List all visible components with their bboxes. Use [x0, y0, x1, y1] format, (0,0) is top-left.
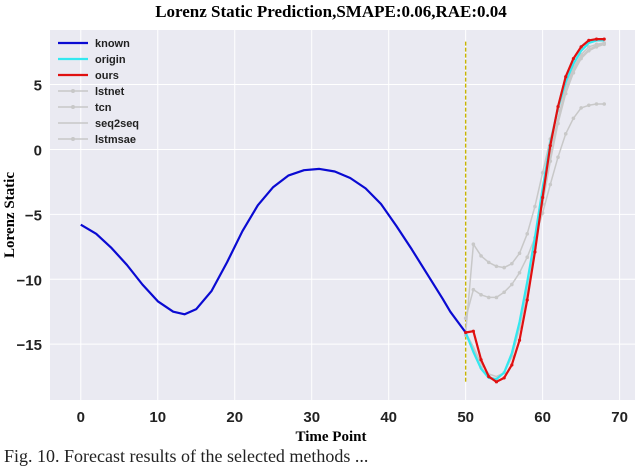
- data-point-lstmsae: [594, 45, 599, 49]
- y-tick-label: 5: [34, 78, 42, 95]
- data-point-lstmsae: [602, 42, 607, 47]
- data-point-tcn: [494, 295, 499, 300]
- x-tick-label: 30: [303, 409, 320, 426]
- data-point-lstnet: [471, 242, 476, 247]
- data-point-tcn: [525, 255, 530, 259]
- data-point-ours: [471, 329, 475, 333]
- legend-marker: [71, 89, 75, 93]
- legend-label: known: [95, 38, 130, 50]
- figure-caption: Fig. 10. Forecast results of the selecte…: [4, 446, 369, 466]
- data-point-lstmsae: [579, 56, 583, 61]
- data-point-ours: [602, 37, 606, 41]
- legend-label: seq2seq: [95, 118, 139, 130]
- y-tick-label: −15: [17, 337, 42, 354]
- data-point-lstnet: [587, 45, 591, 49]
- legend-item-ours: ours: [58, 70, 119, 82]
- x-axis-label: Time Point: [296, 429, 367, 445]
- legend: known origin ours lstnet tcn seq2seq lstmsae: [58, 38, 139, 146]
- series-known: [80, 167, 467, 334]
- x-tick-label: 0: [77, 409, 85, 426]
- data-point-tcn: [571, 116, 576, 121]
- legend-item-tcn: tcn: [58, 102, 112, 114]
- data-point-tcn: [563, 132, 568, 136]
- data-point-tcn: [594, 102, 599, 106]
- series-ours: [464, 37, 606, 384]
- data-point-lstmsae: [571, 71, 576, 75]
- data-point-lstnet: [540, 171, 545, 175]
- x-tick-labels: 0 10 20 30 40 50 60 70: [77, 409, 628, 426]
- legend-marker: [71, 105, 75, 109]
- data-point-lstmsae: [563, 91, 568, 96]
- legend-label: lstnet: [95, 86, 125, 98]
- x-tick-label: 50: [457, 409, 474, 426]
- legend-item-origin: origin: [58, 54, 126, 66]
- data-point-lstnet: [502, 265, 506, 270]
- y-axis-label: Lorenz Static: [2, 172, 18, 258]
- data-point-tcn: [471, 287, 476, 292]
- data-point-tcn: [517, 270, 522, 275]
- data-point-ours: [564, 75, 568, 79]
- y-tick-labels: 5 0 −5 −10 −15: [17, 78, 42, 355]
- legend-item-lstnet: lstnet: [58, 86, 125, 98]
- data-point-lstmsae: [548, 159, 553, 163]
- data-point-lstnet: [525, 232, 530, 236]
- legend-item-lstmsae: lstmsae: [58, 134, 136, 146]
- data-point-tcn: [502, 290, 506, 295]
- x-tick-label: 20: [226, 409, 243, 426]
- data-point-ours: [479, 358, 483, 362]
- data-point-lstnet: [486, 260, 491, 265]
- data-point-tcn: [602, 102, 607, 106]
- x-tick-label: 60: [534, 409, 551, 426]
- data-point-ours: [464, 330, 468, 335]
- data-point-lstmsae: [587, 48, 591, 53]
- data-point-ours: [556, 104, 560, 109]
- legend-label: origin: [95, 54, 126, 66]
- x-tick-label: 10: [149, 409, 166, 426]
- data-point-tcn: [486, 295, 491, 300]
- data-point-tcn: [510, 282, 514, 287]
- data-point-ours: [548, 143, 552, 148]
- y-tick-label: 0: [34, 142, 42, 159]
- x-tick-label: 70: [611, 409, 628, 426]
- data-point-ours: [487, 375, 491, 379]
- data-point-ours: [510, 363, 514, 367]
- data-point-tcn: [579, 106, 583, 110]
- data-point-lstnet: [494, 264, 499, 269]
- legend-label: ours: [95, 70, 119, 82]
- legend-label: lstmsae: [95, 134, 136, 146]
- data-point-lstnet: [479, 254, 483, 258]
- data-point-ours: [517, 338, 522, 342]
- legend-label: tcn: [95, 102, 112, 114]
- data-point-ours: [541, 195, 545, 200]
- data-point-ours: [571, 56, 576, 61]
- y-tick-label: −5: [25, 207, 42, 224]
- data-point-tcn: [463, 316, 468, 321]
- data-point-lstmsae: [556, 121, 560, 126]
- legend-item-known: known: [58, 38, 130, 50]
- chart-title: Lorenz Static Prediction,SMAPE:0.06,RAE:…: [155, 2, 507, 21]
- y-tick-label: −10: [17, 272, 42, 289]
- legend-item-seq2seq: seq2seq: [58, 118, 139, 130]
- data-point-tcn: [479, 293, 483, 297]
- data-point-tcn: [556, 155, 560, 160]
- data-point-ours: [579, 45, 583, 49]
- data-point-ours: [525, 298, 529, 302]
- data-point-ours: [533, 250, 537, 254]
- data-point-lstnet: [510, 261, 514, 266]
- data-point-ours: [502, 376, 506, 380]
- data-point-ours: [494, 380, 499, 384]
- series-layer: [80, 37, 607, 384]
- legend-marker: [71, 137, 75, 141]
- x-tick-label: 40: [380, 409, 397, 426]
- series-line-known: [80, 167, 467, 334]
- data-point-tcn: [587, 103, 591, 108]
- data-point-ours: [594, 37, 599, 41]
- data-point-lstnet: [517, 251, 522, 256]
- data-point-lstnet: [533, 204, 537, 209]
- data-point-ours: [587, 38, 591, 42]
- data-point-tcn: [548, 182, 553, 187]
